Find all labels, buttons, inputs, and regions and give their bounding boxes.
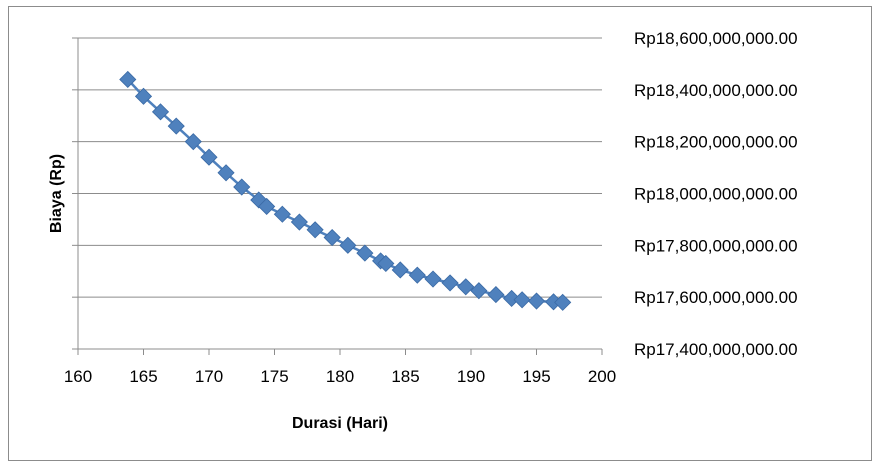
x-tick-label: 180 xyxy=(326,367,354,386)
data-point xyxy=(217,164,235,182)
data-point xyxy=(119,70,137,89)
data-point xyxy=(503,289,521,308)
series-line xyxy=(126,78,563,304)
data-point xyxy=(167,117,185,135)
data-point xyxy=(408,266,426,284)
y-tick-label: Rp17,800,000,000.00 xyxy=(634,236,798,255)
data-point xyxy=(306,221,324,239)
data-point xyxy=(377,254,395,273)
y-axis-title: Biaya (Rp) xyxy=(48,154,65,233)
data-point xyxy=(391,261,409,279)
data-point xyxy=(258,197,276,216)
data-point xyxy=(151,103,170,121)
x-axis-title: Durasi (Hari) xyxy=(292,415,388,432)
data-point xyxy=(356,244,374,262)
scatter-plot: 160 165 170 175 180 185 190 195 200 Rp17,400,000… xyxy=(48,29,798,432)
data-point xyxy=(513,291,531,309)
y-tick-labels: Rp17,400,000,000.00 Rp17,600,000,000.00 Rp… xyxy=(634,29,798,359)
x-tick-label: 185 xyxy=(391,367,419,386)
x-axis xyxy=(72,37,603,355)
data-point xyxy=(457,278,475,296)
data-point xyxy=(184,133,202,151)
y-tick-label: Rp17,600,000,000.00 xyxy=(634,288,798,307)
x-tick-label: 165 xyxy=(129,367,157,386)
data-point xyxy=(487,286,505,304)
x-tick-labels: 160 165 170 175 180 185 190 195 200 xyxy=(64,367,616,386)
data-point xyxy=(233,178,251,196)
x-tick-label: 175 xyxy=(260,367,288,386)
x-tick-label: 200 xyxy=(588,367,616,386)
data-point xyxy=(200,148,218,166)
data-point xyxy=(554,293,572,311)
data-point xyxy=(527,292,546,310)
data-point xyxy=(273,205,291,223)
x-tick-label: 190 xyxy=(457,367,485,386)
y-tick-label: Rp17,400,000,000.00 xyxy=(634,340,798,359)
y-tick-label: Rp18,400,000,000.00 xyxy=(634,81,798,100)
data-point xyxy=(441,274,459,292)
y-tick-label: Rp18,000,000,000.00 xyxy=(634,185,798,204)
x-tick-label: 195 xyxy=(522,367,550,386)
data-point xyxy=(424,270,442,288)
data-point xyxy=(290,213,308,231)
y-tick-label: Rp18,200,000,000.00 xyxy=(634,133,798,152)
chart-area: 160 165 170 175 180 185 190 195 200 Rp17,400,000… xyxy=(8,6,872,461)
x-tick-label: 170 xyxy=(195,367,223,386)
data-point xyxy=(323,228,341,247)
y-tick-label: Rp18,600,000,000.00 xyxy=(634,29,798,48)
data-point xyxy=(134,87,153,105)
data-point xyxy=(339,236,357,254)
data-point xyxy=(470,282,488,300)
x-tick-label: 160 xyxy=(64,367,92,386)
data-series xyxy=(119,70,572,311)
